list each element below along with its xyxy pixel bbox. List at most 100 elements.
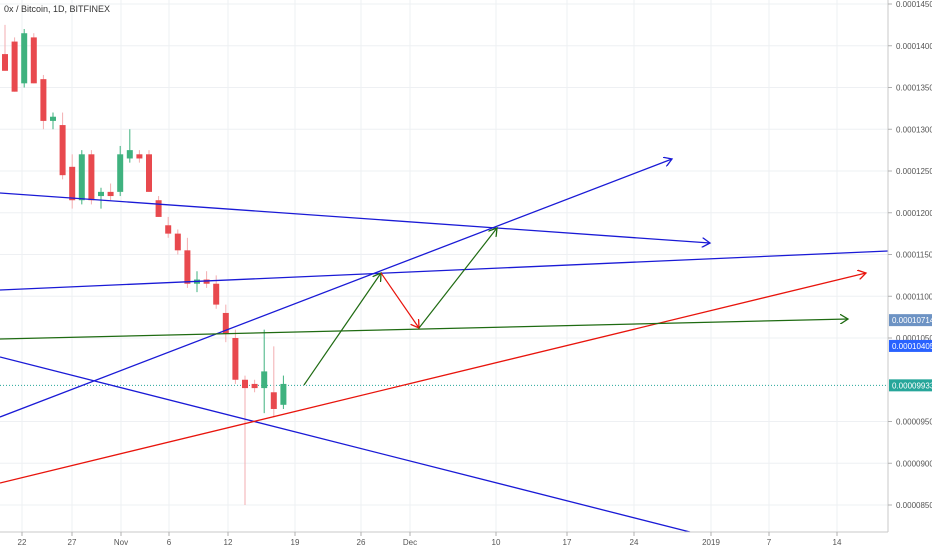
candle-body (232, 338, 239, 380)
candle-body (117, 154, 124, 192)
candle-up (280, 375, 287, 409)
candle-body (69, 166, 76, 201)
price-badge-label: 0.00009933 (892, 381, 932, 390)
candle-down (107, 183, 114, 201)
candle-body (146, 154, 152, 192)
candle-body (2, 54, 8, 71)
candle-body (280, 383, 287, 405)
candle-body (155, 200, 162, 217)
x-tick-label: 17 (563, 538, 572, 547)
candle-body (126, 150, 133, 159)
candle-body (261, 371, 268, 389)
candle-down (11, 37, 18, 92)
candle-down (174, 229, 181, 255)
candle-up (117, 145, 124, 197)
y-tick-label: 0.00008500 (896, 501, 932, 510)
price-badge-bg (889, 379, 932, 392)
x-tick-label: 26 (357, 538, 366, 547)
price-badge-label: 0.00010714 (892, 316, 932, 325)
x-tick-label: 12 (224, 538, 233, 547)
ascending-support-trendline (0, 273, 866, 484)
candle-down (270, 346, 277, 418)
price-badge-bg (889, 314, 932, 327)
chart-title: 0x / Bitcoin, 1D, BITFINEX (4, 4, 111, 14)
candle-down (136, 150, 143, 163)
candle-up (78, 150, 85, 205)
candle-down (2, 24, 8, 71)
candle-body (50, 116, 56, 121)
x-tick-label: 10 (492, 538, 501, 547)
candle-down (222, 304, 229, 343)
candle-down (232, 329, 239, 384)
candle-up (261, 329, 268, 414)
candle-body (136, 154, 143, 159)
candle-body (165, 225, 172, 234)
candle-down (251, 379, 258, 393)
candle-up (21, 29, 28, 88)
candle-body (78, 154, 85, 201)
candle-body (98, 191, 104, 197)
projection-up-arrow-2 (418, 228, 497, 329)
x-tick-label: 7 (767, 538, 772, 547)
green-horizontal-level (0, 319, 848, 340)
candle-down (242, 375, 248, 505)
price-badge: 0.00010405 (889, 339, 932, 352)
x-tick-label: 19 (291, 538, 300, 547)
x-tick-label: Nov (114, 538, 128, 547)
x-tick-label: 14 (833, 538, 842, 547)
candle-down (184, 237, 191, 288)
candle-body (174, 233, 181, 251)
candle-up (50, 112, 56, 130)
price-badge-bg (889, 339, 932, 352)
candle-down (69, 154, 76, 209)
candle-body (251, 383, 258, 389)
x-tick-label: Dec (403, 538, 417, 547)
price-badge: 0.00010714 (889, 314, 932, 327)
candle-body (270, 392, 277, 409)
x-tick-label: 22 (18, 538, 27, 547)
price-badges: 0.00010714 0.00010405 0.00009933 (889, 314, 932, 392)
candle-body (88, 154, 95, 201)
descending-support-trendline (0, 356, 691, 533)
price-badge-label: 0.00010405 (892, 342, 932, 351)
candlestick-series (2, 24, 287, 505)
candle-down (165, 216, 172, 238)
candle-body (40, 79, 47, 121)
candle-body (203, 279, 210, 284)
chart-grid (0, 0, 888, 532)
candle-body (213, 283, 220, 305)
candle-body (242, 379, 248, 389)
candle-body (11, 41, 18, 92)
candle-body (21, 33, 28, 84)
candle-down (146, 150, 152, 192)
candle-body (59, 125, 66, 176)
time-axis: 22 27 Nov 6 12 19 26 Dec 10 17 24 2019 7 14 (0, 531, 888, 547)
candle-down (88, 150, 95, 205)
ascending-blue-channel-line (0, 159, 672, 418)
candle-up (126, 129, 133, 163)
x-tick-label: 27 (68, 538, 77, 547)
descending-resistance-trendline (0, 192, 710, 243)
projection-up-arrow-1 (303, 273, 381, 386)
candle-body (30, 37, 37, 84)
candle-body (107, 191, 114, 197)
price-badge: 0.00009933 (889, 379, 932, 392)
x-tick-label: 6 (167, 538, 172, 547)
projection-down-arrow (380, 272, 419, 328)
candle-body (184, 250, 191, 284)
x-tick-label: 2019 (702, 538, 720, 547)
candle-down (59, 112, 66, 180)
candle-down (203, 271, 210, 288)
x-tick-label: 24 (630, 538, 639, 547)
